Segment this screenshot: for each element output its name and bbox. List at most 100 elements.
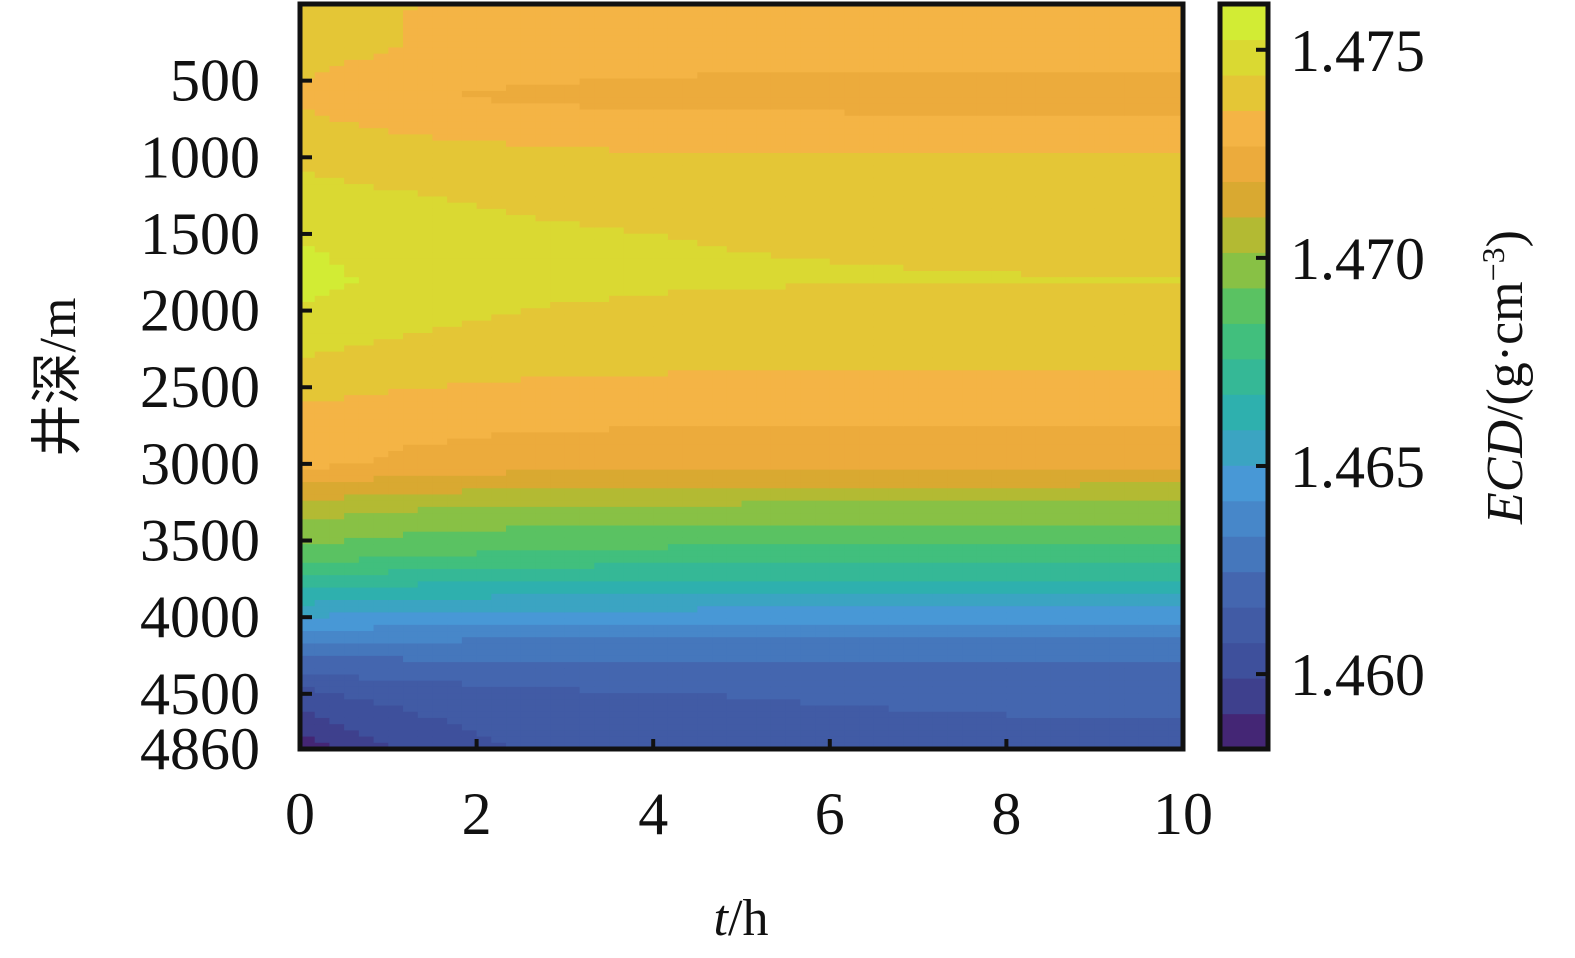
heatmap-cell: [741, 388, 757, 396]
heatmap-cell: [594, 16, 610, 24]
heatmap-cell: [417, 457, 434, 465]
heatmap-cell: [653, 47, 669, 55]
heatmap-cell: [300, 264, 316, 272]
heatmap-cell: [447, 41, 463, 49]
heatmap-cell: [653, 41, 669, 49]
heatmap-cell: [741, 593, 757, 601]
heatmap-cell: [432, 72, 448, 80]
heatmap-cell: [417, 4, 434, 11]
heatmap-cell: [756, 494, 772, 502]
heatmap-cell: [344, 519, 360, 527]
heatmap-cell: [859, 190, 875, 198]
heatmap-cell: [623, 115, 640, 123]
heatmap-cell: [506, 513, 522, 520]
heatmap-cell: [300, 326, 316, 334]
heatmap-cell: [859, 283, 875, 291]
heatmap-cell: [741, 53, 757, 61]
heatmap-cell: [520, 302, 537, 309]
heatmap-cell: [344, 202, 360, 210]
heatmap-cell: [800, 53, 816, 61]
heatmap-cell: [829, 239, 846, 247]
heatmap-cell: [859, 258, 875, 266]
heatmap-cell: [461, 649, 478, 657]
heatmap-cell: [358, 128, 375, 135]
heatmap-cell: [770, 78, 787, 86]
heatmap-cell: [741, 103, 757, 111]
heatmap-cell: [712, 35, 728, 42]
heatmap-cell: [506, 482, 522, 489]
heatmap-cell: [888, 66, 904, 73]
heatmap-cell: [491, 4, 507, 11]
heatmap-cell: [756, 264, 772, 272]
heatmap-cell: [903, 376, 919, 384]
heatmap-cell: [535, 587, 551, 595]
heatmap-cell: [461, 134, 478, 142]
heatmap-cell: [712, 121, 728, 129]
heatmap-cell: [314, 463, 331, 471]
heatmap-cell: [667, 674, 684, 682]
heatmap-cell: [461, 53, 478, 61]
heatmap-cell: [403, 513, 419, 520]
heatmap-cell: [859, 568, 875, 576]
heatmap-cell: [594, 134, 610, 142]
heatmap-cell: [829, 587, 846, 595]
heatmap-cell: [609, 419, 625, 427]
heatmap-cell: [653, 444, 669, 452]
heatmap-cell: [903, 109, 919, 117]
heatmap-cell: [550, 109, 566, 117]
heatmap-cell: [388, 146, 404, 154]
heatmap-cell: [564, 624, 581, 632]
heatmap-cell: [535, 612, 551, 620]
heatmap-cell: [535, 444, 551, 452]
heatmap-cell: [770, 35, 787, 42]
heatmap-cell: [609, 432, 625, 440]
heatmap-cell: [623, 680, 640, 688]
heatmap-cell: [873, 513, 890, 520]
heatmap-cell: [697, 121, 713, 129]
heatmap-cell: [638, 674, 654, 682]
heatmap-cell: [653, 16, 669, 24]
heatmap-cell: [741, 190, 757, 198]
heatmap-cell: [903, 41, 919, 49]
heatmap-cell: [638, 140, 654, 148]
heatmap-cell: [579, 451, 595, 458]
heatmap-cell: [300, 606, 316, 614]
heatmap-cell: [609, 662, 625, 669]
heatmap-cell: [815, 302, 831, 309]
heatmap-cell: [815, 736, 831, 744]
heatmap-cell: [520, 618, 537, 626]
heatmap-cell: [403, 463, 419, 471]
heatmap-cell: [859, 326, 875, 334]
heatmap-cell: [344, 35, 360, 42]
heatmap-cell: [579, 525, 595, 533]
heatmap-cell: [491, 295, 507, 303]
heatmap-cell: [594, 364, 610, 371]
heatmap-cell: [579, 537, 595, 545]
heatmap-cell: [712, 84, 728, 92]
heatmap-cell: [697, 624, 713, 632]
heatmap-cell: [403, 140, 419, 148]
heatmap-cell: [564, 724, 581, 731]
heatmap-cell: [447, 66, 463, 73]
heatmap-cell: [903, 426, 919, 433]
heatmap-cell: [859, 28, 875, 36]
heatmap-cell: [564, 90, 581, 98]
heatmap-cell: [535, 382, 551, 390]
heatmap-cell: [726, 407, 743, 415]
heatmap-cell: [800, 295, 816, 303]
heatmap-cell: [432, 333, 448, 340]
heatmap-cell: [638, 295, 654, 303]
heatmap-cell: [564, 10, 581, 18]
heatmap-cell: [800, 364, 816, 371]
heatmap-cell: [476, 693, 492, 700]
heatmap-cell: [476, 475, 492, 483]
heatmap-cell: [564, 215, 581, 222]
heatmap-cell: [417, 277, 434, 284]
heatmap-cell: [712, 401, 728, 409]
heatmap-cell: [550, 469, 566, 477]
heatmap-cell: [859, 35, 875, 42]
heatmap-cell: [682, 463, 698, 471]
heatmap-cell: [564, 376, 581, 384]
heatmap-cell: [800, 426, 816, 433]
heatmap-cell: [623, 550, 640, 558]
